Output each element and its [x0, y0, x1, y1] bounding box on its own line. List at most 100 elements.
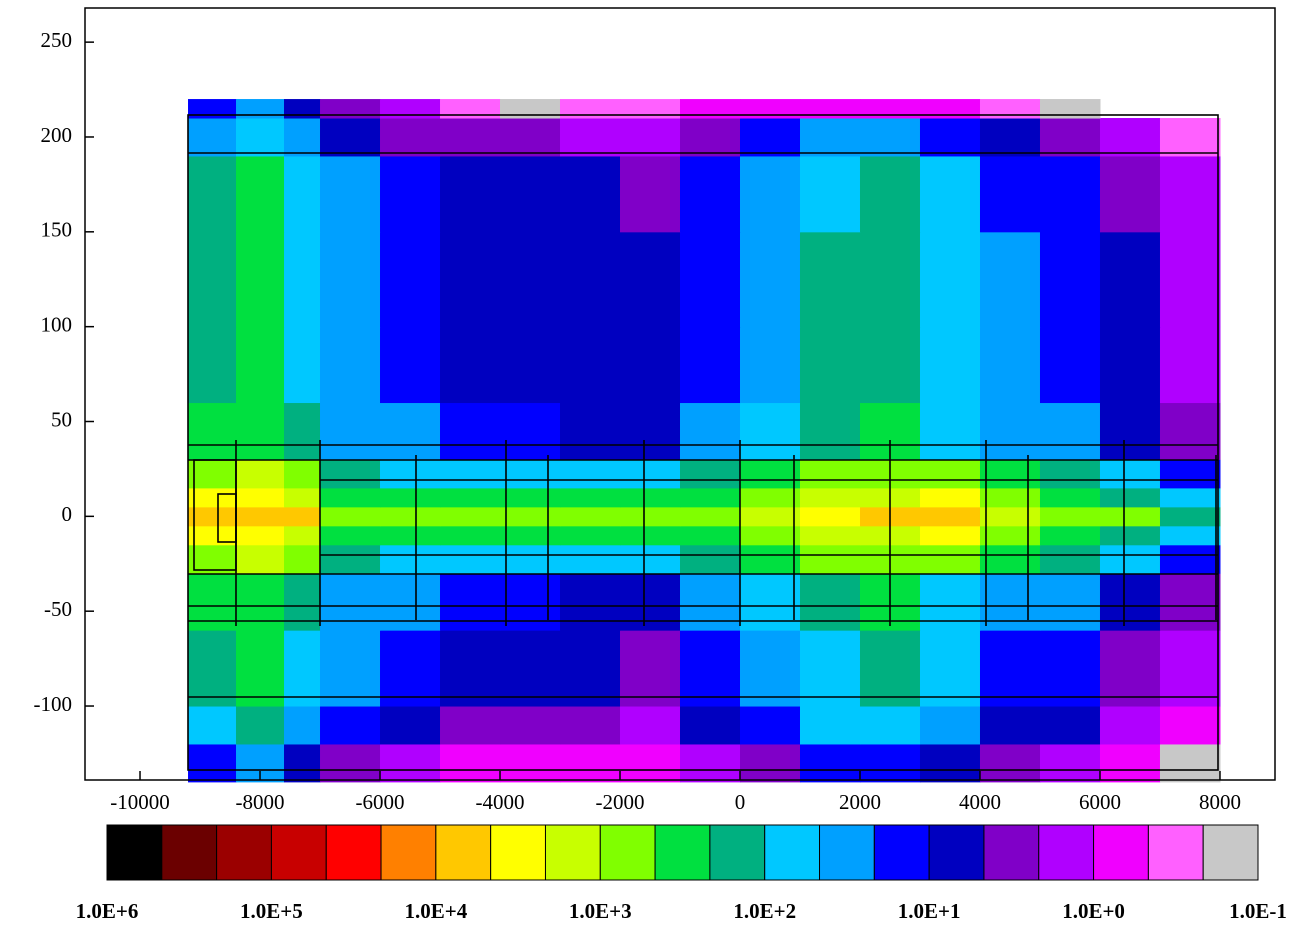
heatmap-cell [919, 525, 981, 546]
heatmap-cell [236, 487, 285, 508]
y-tick-label: 200 [41, 123, 73, 147]
heatmap-cell [380, 118, 441, 157]
heatmap-cell [1099, 743, 1161, 783]
heatmap-cell [680, 573, 741, 631]
heatmap-cell [500, 544, 561, 574]
heatmap-cell [739, 326, 801, 404]
heatmap-cell [799, 525, 861, 546]
heatmap-cell [979, 118, 1041, 157]
x-tick-label: -6000 [356, 790, 405, 814]
colorbar-box [1202, 824, 1259, 881]
heatmap-cell [620, 487, 681, 508]
heatmap-cell [739, 487, 801, 508]
heatmap-cell [1159, 402, 1221, 460]
heatmap-cell [188, 506, 237, 527]
heatmap-cell [739, 402, 801, 460]
heatmap-cell [320, 506, 381, 527]
heatmap-cell [799, 99, 861, 119]
heatmap-cell [799, 706, 861, 745]
heatmap-cell [919, 743, 981, 783]
heatmap-cell [284, 544, 321, 574]
heatmap-cell [236, 706, 285, 745]
heatmap-cell [320, 525, 381, 546]
heatmap-cell [320, 544, 381, 574]
heatmap-cell [1099, 544, 1161, 574]
heatmap-cell [620, 525, 681, 546]
heatmap-cell [380, 326, 441, 404]
heatmap-cell [1099, 459, 1161, 489]
heatmap-cell [440, 118, 501, 157]
heatmap-cell [380, 459, 441, 489]
x-tick-label: 2000 [839, 790, 881, 814]
heatmap-cell [1159, 743, 1221, 783]
heatmap-cell [440, 326, 501, 404]
heatmap-cell [859, 743, 921, 783]
heatmap-cell [560, 743, 621, 783]
heatmap-cell [979, 506, 1041, 527]
heatmap-cell [799, 155, 861, 233]
heatmap-cell [1039, 459, 1101, 489]
heatmap-cell [284, 487, 321, 508]
heatmap-cell [859, 630, 921, 707]
heatmap-cell [680, 118, 741, 157]
heatmap-cell [284, 743, 321, 783]
heatmap-cell [188, 231, 237, 328]
heatmap-cell [979, 630, 1041, 707]
heatmap-cell [236, 525, 285, 546]
heatmap-cell [560, 525, 621, 546]
heatmap-cell [440, 99, 501, 119]
heatmap-cell [440, 506, 501, 527]
heatmap-cell [500, 118, 561, 157]
heatmap-cell [739, 743, 801, 783]
axes: -10000 -8000 -6000 -4000 -2000 0 2000 4000 6000 8… [34, 28, 1241, 814]
heatmap-cell [1039, 506, 1101, 527]
heatmap-cell [440, 544, 501, 574]
colorbar-box [654, 824, 711, 881]
colorbar-box [490, 824, 546, 881]
heatmap-cell [919, 706, 981, 745]
colorbar-box [983, 824, 1040, 881]
heatmap-cell [1159, 706, 1221, 745]
heatmap-cell [320, 487, 381, 508]
heatmap-cell [440, 630, 501, 707]
heatmap-cell [560, 487, 621, 508]
heatmap-cell [1099, 506, 1161, 527]
heatmap-cell [320, 459, 381, 489]
x-tick-label: 8000 [1199, 790, 1241, 814]
heatmap-cell [799, 118, 861, 157]
heatmap-cell [979, 99, 1041, 119]
heatmap-cell [739, 506, 801, 527]
heatmap-cell [1159, 118, 1221, 157]
heatmap-cell [284, 706, 321, 745]
heatmap-cell [284, 402, 321, 460]
heatmap-cell [560, 231, 621, 328]
heatmap-cell [1039, 118, 1101, 157]
colorbar-box [325, 824, 382, 881]
heatmap-cell [739, 99, 801, 119]
heatmap-cell [320, 231, 381, 328]
heatmap-cell [799, 506, 861, 527]
heatmap-cell [236, 459, 285, 489]
heatmap-cell [1159, 487, 1221, 508]
heatmap-cell [979, 231, 1041, 328]
heatmap-cell [380, 544, 441, 574]
heatmap-cell [440, 231, 501, 328]
heatmap-cell [979, 402, 1041, 460]
heatmap-cell [500, 459, 561, 489]
x-tick-label: 6000 [1079, 790, 1121, 814]
heatmap-cell [859, 118, 921, 157]
x-tick-label: -8000 [236, 790, 285, 814]
colorbar-tick-label: 1.0E+1 [898, 899, 961, 923]
heatmap-cell [380, 573, 441, 631]
colorbar-box [1147, 824, 1204, 881]
colorbar-box [216, 824, 272, 881]
heatmap-cell [236, 630, 285, 707]
heatmap-cell [739, 459, 801, 489]
heatmap-cell [620, 118, 681, 157]
heatmap-cell [236, 118, 285, 157]
heatmap-cell [739, 118, 801, 157]
heatmap-cell [620, 231, 681, 328]
heatmap-cell [620, 99, 681, 119]
heatmap-cell [440, 402, 501, 460]
